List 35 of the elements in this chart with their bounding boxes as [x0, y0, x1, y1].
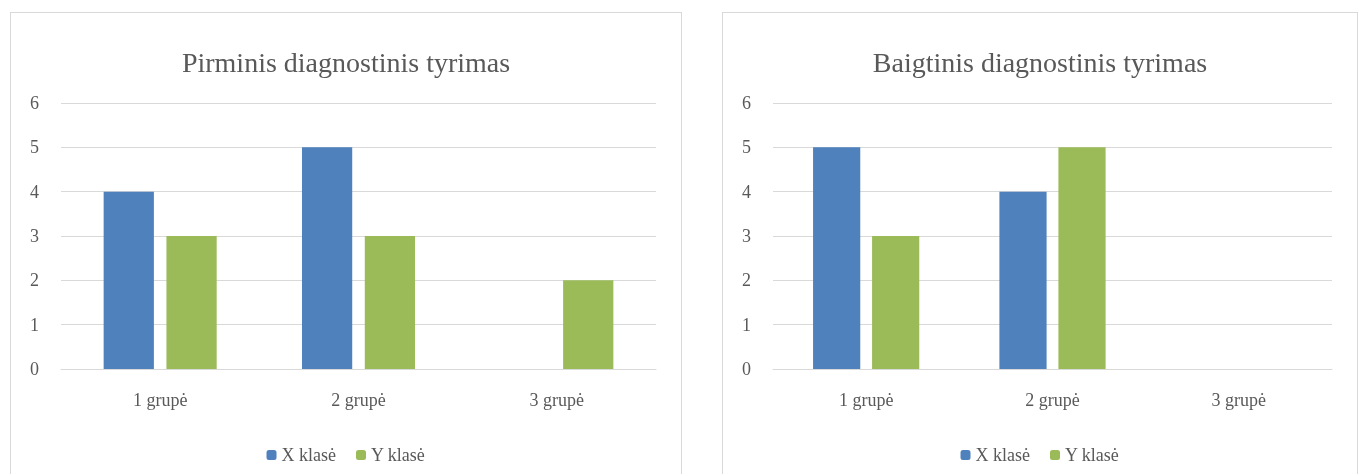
bar	[813, 147, 861, 369]
y-tick-label: 5	[30, 137, 39, 158]
y-tick-label: 5	[742, 137, 751, 158]
y-tick-label: 1	[742, 314, 751, 335]
y-tick-label: 6	[742, 93, 751, 113]
y-tick-label: 0	[742, 359, 751, 379]
x-tick-label: 3 grupė	[1211, 390, 1267, 410]
legend-label: Y klasė	[1065, 445, 1119, 465]
chart-title: Pirminis diagnostinis tyrimas	[181, 46, 511, 78]
legend-label: X klasė	[281, 445, 337, 465]
x-tick-label: 2 grupė	[1025, 390, 1080, 410]
bar	[166, 236, 217, 369]
x-tick-label: 1 grupė	[132, 390, 188, 410]
bar	[364, 236, 416, 369]
bar	[563, 280, 614, 369]
y-tick-label: 2	[742, 270, 751, 291]
x-tick-label: 1 grupė	[838, 390, 894, 410]
bar	[999, 191, 1047, 369]
chart-title: Baigtinis diagnostinis tyrimas	[872, 46, 1208, 78]
y-tick-label: 1	[30, 314, 39, 335]
y-tick-label: 3	[742, 226, 751, 246]
x-tick-label: 2 grupė	[331, 390, 386, 410]
bar	[301, 147, 353, 369]
bar	[103, 191, 154, 369]
y-tick-label: 6	[30, 93, 39, 113]
bar	[872, 236, 920, 369]
y-tick-label: 3	[30, 226, 39, 246]
x-tick-label: 3 grupė	[529, 390, 585, 410]
y-tick-label: 2	[30, 270, 39, 291]
y-tick-label: 4	[742, 181, 751, 202]
y-tick-label: 4	[30, 181, 39, 202]
bar	[1058, 147, 1106, 369]
legend-label: X klasė	[975, 445, 1031, 465]
y-tick-label: 0	[30, 359, 39, 379]
legend-label: Y klasė	[371, 445, 425, 465]
